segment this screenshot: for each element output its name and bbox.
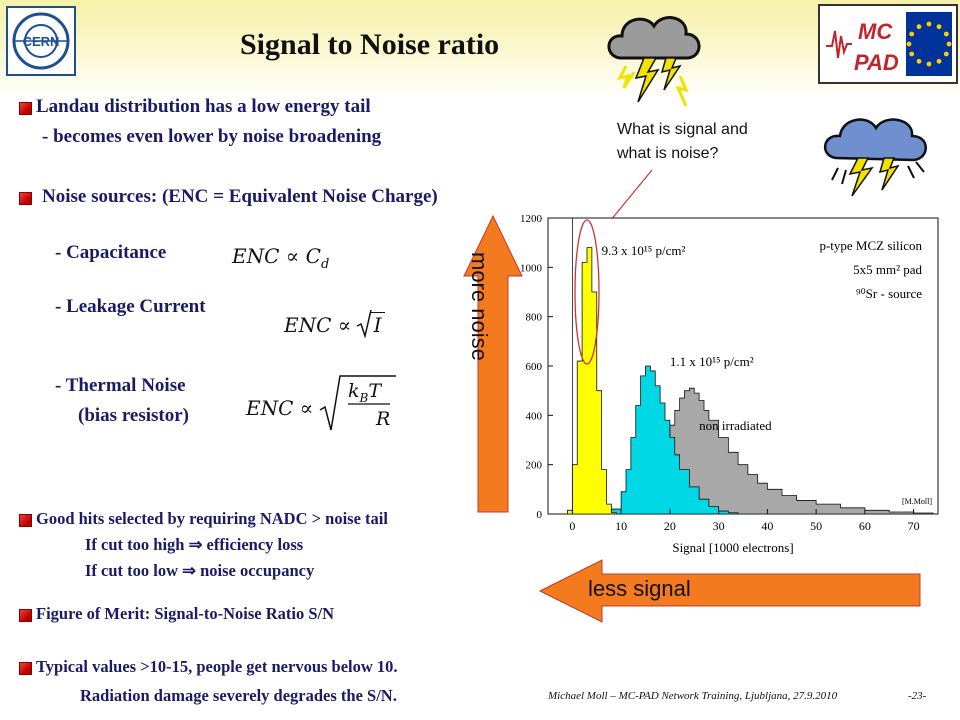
eu-star xyxy=(909,51,915,57)
kb-k: k xyxy=(348,380,360,402)
sqrt-sign xyxy=(356,309,372,338)
thermal-numerator: kBT xyxy=(348,380,381,405)
less-signal-arrow xyxy=(538,559,921,623)
x-tick-label: 30 xyxy=(713,519,725,533)
good-hits-line-3: If cut too low ⇒ noise occupancy xyxy=(85,561,315,580)
series-label: non irradiated xyxy=(699,418,772,433)
kb-b: B xyxy=(359,390,369,405)
slide-title: Signal to Noise ratio xyxy=(240,28,500,61)
footer-credit: Michael Moll – MC-PAD Network Training, … xyxy=(548,690,838,702)
x-axis-label: Signal [1000 electrons] xyxy=(672,540,793,555)
typical-values-line-2: Radiation damage severely degrades the S… xyxy=(80,686,397,705)
series-1-histogram xyxy=(601,365,739,515)
storm-cloud-icon xyxy=(824,118,927,197)
enc-leakage-formula: ENC ∝ I xyxy=(284,312,385,337)
typical-values-line-1: Typical values >10-15, people get nervou… xyxy=(36,657,398,676)
mcpad-logo-pad: PAD xyxy=(854,50,899,75)
question-line-2: what is noise? xyxy=(617,145,719,162)
thermal-denominator: R xyxy=(376,408,391,430)
y-tick-label: 200 xyxy=(526,460,543,472)
x-tick-label: 40 xyxy=(761,519,773,533)
header-band xyxy=(0,0,960,100)
eu-star xyxy=(943,51,949,57)
cern-logo: CERN xyxy=(6,6,76,76)
y-tick-label: 400 xyxy=(526,410,543,422)
cern-logo-text: CERN xyxy=(23,34,60,49)
more-noise-arrow xyxy=(463,214,523,513)
question-line-1: What is signal and xyxy=(617,121,748,138)
eu-star xyxy=(936,24,942,30)
eu-star xyxy=(906,41,912,47)
legend-line: ⁹⁰Sr - source xyxy=(856,286,922,301)
eu-star xyxy=(909,31,915,37)
thermal-label: - Thermal Noise xyxy=(55,375,186,396)
good-hits-line-1: Good hits selected by requiring NADC > n… xyxy=(36,509,388,528)
bullet-marker xyxy=(19,514,32,527)
x-tick-label: 0 xyxy=(569,519,575,533)
bullet-marker xyxy=(19,102,32,115)
figure-of-merit-line: Figure of Merit: Signal-to-Noise Ratio S… xyxy=(36,604,335,623)
eu-star xyxy=(916,24,922,30)
y-tick-label: 800 xyxy=(526,312,543,324)
series-label: 1.1 x 10¹⁵ p/cm² xyxy=(670,354,754,369)
enc-leakage-radicand: I xyxy=(369,312,385,337)
y-tick-label: 0 xyxy=(537,509,543,521)
more-noise-label: more noise xyxy=(467,252,492,361)
thermal-sub-label: (bias resistor) xyxy=(78,405,189,426)
eu-star xyxy=(946,41,952,47)
bullet-marker xyxy=(19,662,32,675)
x-tick-label: 70 xyxy=(908,519,920,533)
sqrt-fraction xyxy=(319,375,396,431)
bullet-marker xyxy=(19,192,32,205)
x-tick-label: 50 xyxy=(810,519,822,533)
landau-line-2: - becomes even lower by noise broadening xyxy=(42,126,382,147)
legend-line: 5x5 mm² pad xyxy=(853,262,922,277)
noise-sources-line: Noise sources: (ENC = Equivalent Noise C… xyxy=(42,186,438,207)
eu-star xyxy=(926,21,932,27)
x-tick-label: 60 xyxy=(859,519,871,533)
landau-line-1: Landau distribution has a low energy tai… xyxy=(36,96,371,117)
pointer-line xyxy=(605,169,653,227)
y-tick-label: 1200 xyxy=(520,213,543,225)
mcpad-logo-mc: MC xyxy=(858,19,893,44)
enc-thermal-formula: ENC ∝ xyxy=(246,396,314,420)
leakage-label: - Leakage Current xyxy=(55,296,206,317)
series-label: 9.3 x 10¹⁵ p/cm² xyxy=(602,243,686,258)
less-signal-label: less signal xyxy=(588,576,691,601)
y-tick-label: 1000 xyxy=(520,262,543,274)
enc-capacitance-formula: ENC ∝ Cd xyxy=(232,244,329,272)
eu-star xyxy=(936,58,942,64)
eu-star xyxy=(916,58,922,64)
mcpad-logo: MC PAD xyxy=(818,4,958,84)
kb-t: T xyxy=(368,380,382,402)
signal-histogram-chart: 0 200 400 600 800 1000 1200 0 10 20 30 40 50 60 70 Sign… xyxy=(520,213,939,555)
corner-credit: [M.Moll] xyxy=(902,497,932,506)
legend-line: p-type MCZ silicon xyxy=(819,238,922,253)
enc-capacitance-text: ENC ∝ C xyxy=(232,244,321,268)
page-number: -23- xyxy=(908,690,927,702)
x-tick-label: 20 xyxy=(664,519,676,533)
x-tick-label: 10 xyxy=(615,519,627,533)
eu-star xyxy=(926,61,932,67)
bullet-marker xyxy=(19,609,32,622)
eu-star xyxy=(943,31,949,37)
enc-leakage-text: ENC ∝ xyxy=(284,313,352,337)
enc-capacitance-sub: d xyxy=(320,257,330,272)
noise-tail-highlight xyxy=(574,219,600,365)
good-hits-line-2: If cut too high ⇒ efficiency loss xyxy=(85,535,304,554)
thunder-cloud-icon xyxy=(607,16,701,107)
y-tick-label: 600 xyxy=(526,361,543,373)
capacitance-label: - Capacitance xyxy=(55,242,167,263)
